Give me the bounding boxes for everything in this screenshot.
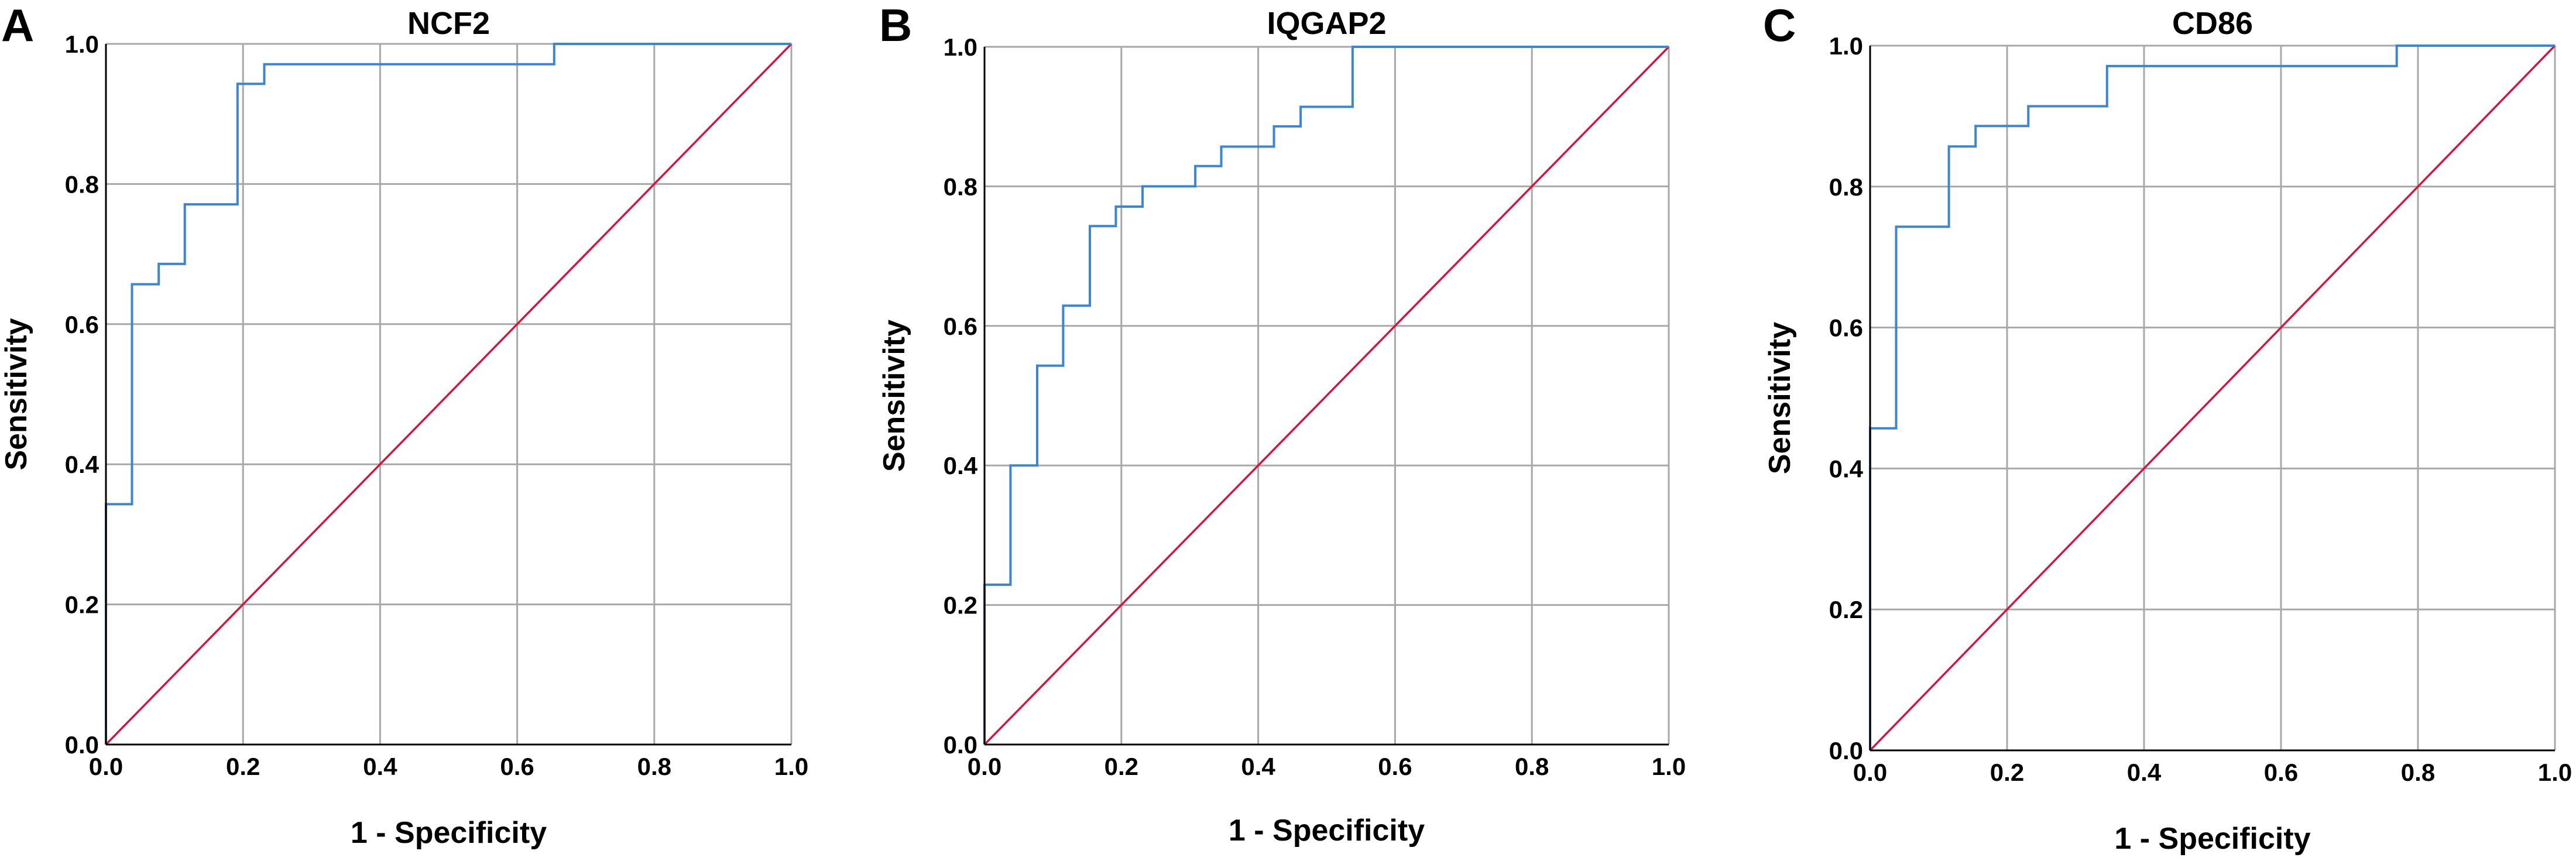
y-tick-label: 1.0 — [944, 33, 977, 61]
x-tick-label: 0.0 — [1853, 759, 1887, 786]
roc-curve — [105, 43, 791, 745]
roc-curve — [983, 46, 1669, 745]
x-axis-label: 1 - Specificity — [351, 816, 547, 850]
x-tick-label: 0.6 — [500, 753, 534, 780]
y-tick-label: 0.6 — [1829, 314, 1863, 342]
x-tick-label: 0.8 — [2401, 759, 2435, 786]
x-tick-label: 1.0 — [1652, 753, 1686, 780]
chart-panel-b: 0.0 0.2 0.4 0.6 0.8 1.0 0.0 0.2 0.4 0.6 0.8 1.0 IQGA… — [877, 0, 1686, 848]
panel-letter: B — [879, 0, 912, 51]
chart-title: NCF2 — [407, 6, 490, 41]
x-axis-label: 1 - Specificity — [1229, 814, 1425, 848]
y-tick-label: 0.8 — [944, 173, 977, 200]
y-tick-label: 0.0 — [944, 731, 977, 759]
x-tick-label: 0.8 — [637, 753, 671, 780]
x-tick-label: 0.2 — [1105, 753, 1138, 780]
y-tick-label: 0.6 — [944, 313, 977, 340]
x-tick-label: 0.0 — [968, 753, 1001, 780]
x-tick-label: 0.6 — [1378, 753, 1412, 780]
y-tick-label: 0.0 — [65, 731, 99, 759]
x-axis-label: 1 - Specificity — [2114, 822, 2310, 856]
panel-letter: A — [1, 0, 34, 51]
y-axis-label: Sensitivity — [877, 320, 911, 472]
y-axis-label: Sensitivity — [1763, 322, 1797, 474]
x-tick-label: 1.0 — [774, 753, 808, 780]
x-tick-label: 0.4 — [363, 753, 397, 780]
chart-title: CD86 — [2172, 6, 2253, 41]
x-tick-label: 0.8 — [1515, 753, 1549, 780]
y-tick-label: 0.8 — [65, 170, 99, 198]
y-tick-label: 0.2 — [65, 591, 99, 619]
y-tick-label: 1.0 — [65, 30, 99, 58]
y-tick-label: 1.0 — [1829, 32, 1863, 60]
y-tick-label: 0.4 — [944, 452, 978, 479]
x-tick-label: 0.2 — [1990, 759, 2024, 786]
panel-letter: C — [1763, 0, 1796, 51]
roc-curve — [1869, 44, 2555, 750]
x-tick-label: 0.4 — [2127, 759, 2162, 786]
y-tick-label: 0.2 — [944, 592, 977, 619]
chart-panel-c: 0.0 0.2 0.4 0.6 0.8 1.0 0.0 0.2 0.4 0.6 0.8 1.0 CD86… — [1763, 0, 2572, 856]
y-tick-label: 0.4 — [65, 451, 100, 478]
y-tick-label: 0.6 — [65, 311, 99, 338]
y-axis-label: Sensitivity — [0, 318, 33, 470]
y-tick-label: 0.8 — [1829, 173, 1863, 201]
x-tick-label: 0.6 — [2264, 759, 2298, 786]
chart-title: IQGAP2 — [1267, 6, 1386, 41]
x-tick-label: 0.0 — [89, 753, 123, 780]
x-tick-label: 0.2 — [226, 753, 260, 780]
y-tick-label: 0.0 — [1829, 737, 1863, 764]
x-tick-label: 1.0 — [2538, 759, 2572, 786]
reference-line — [105, 43, 793, 746]
y-tick-label: 0.4 — [1829, 455, 1864, 482]
reference-line — [983, 46, 1670, 746]
reference-line — [1869, 44, 2556, 752]
chart-panel-a: 0.0 0.2 0.4 0.6 0.8 1.0 0.0 0.2 0.4 0.6 0.8 1.0 NCF2… — [0, 0, 808, 850]
y-tick-label: 0.2 — [1829, 596, 1863, 623]
x-tick-label: 0.4 — [1241, 753, 1275, 780]
